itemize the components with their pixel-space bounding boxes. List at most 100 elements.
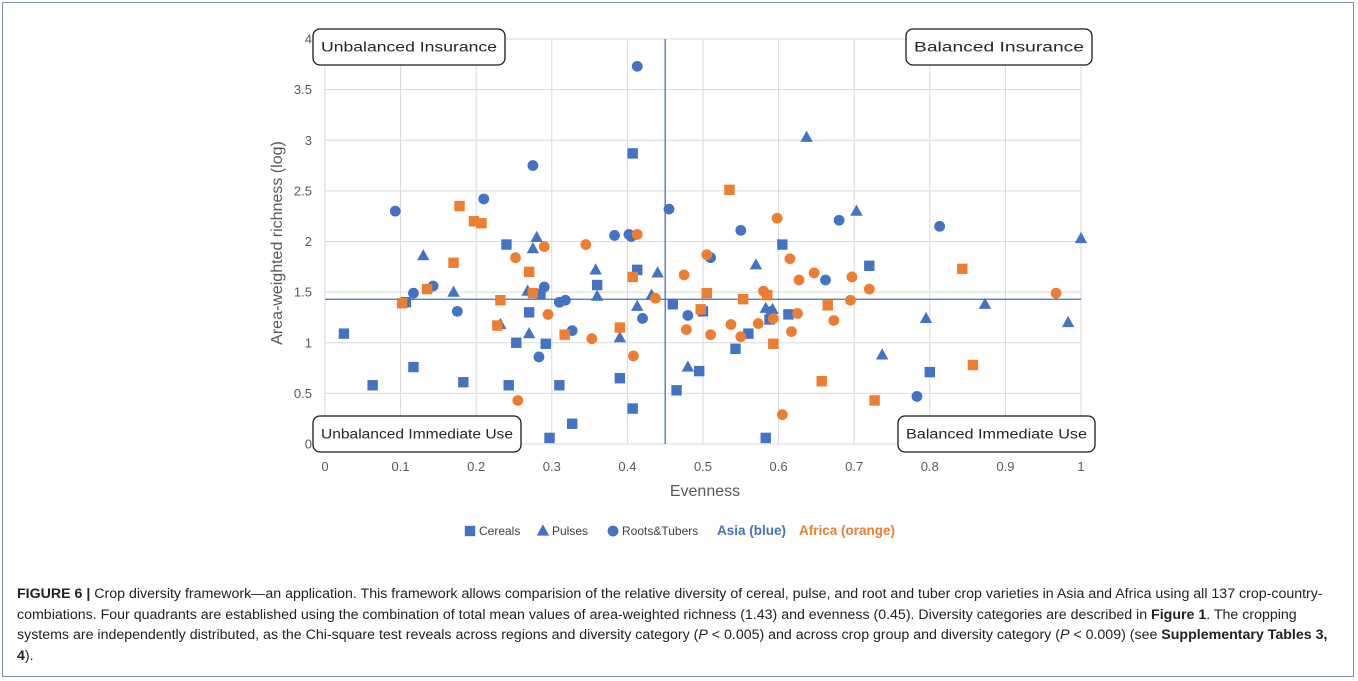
asia-roots-tubers-point (735, 224, 747, 236)
africa-roots-tubers-point (863, 283, 875, 295)
asia-cereals-point (511, 337, 522, 348)
y-tick-label: 4 (305, 32, 312, 47)
africa-roots-tubers-point (631, 229, 643, 240)
africa-roots-tubers-point (580, 239, 592, 250)
asia-cereals-point (501, 239, 512, 250)
africa-roots-tubers-point (793, 274, 805, 286)
scatter-chart: 0 0.1 0.2 0.3 0.4 0.5 0.6 0.7 0.8 0.9 1 0 0.5 1 1.5 2 2… (269, 28, 1096, 538)
asia-cereals-point (730, 343, 741, 355)
asia-cereals-point (408, 361, 419, 373)
africa-roots-tubers-point (771, 212, 783, 224)
caption-text: < 0.009) (see (1069, 627, 1162, 643)
asia-cereals-point (667, 299, 678, 310)
x-tick-labels: 0 0.1 0.2 0.3 0.4 0.5 0.6 0.7 0.8 0.9 1 (321, 459, 1084, 474)
grid-lines (324, 38, 1082, 445)
asia-cereals-point (367, 380, 378, 391)
africa-roots-tubers-point (725, 319, 737, 330)
africa-roots-tubers-point (1050, 287, 1062, 299)
africa-roots-tubers-point (538, 241, 550, 252)
x-tick-label: 0.6 (770, 459, 788, 474)
quadrant-label-box (312, 415, 522, 453)
asia-cereals-point (627, 403, 638, 414)
legend-region-label: Asia (blue) (717, 523, 786, 538)
asia-pulses-point (978, 297, 992, 309)
africa-roots-tubers-point (586, 333, 598, 345)
x-tick-label: 0.7 (845, 459, 863, 474)
asia-pulses-point (749, 258, 763, 270)
quadrant-labels: Unbalanced Insurance Balanced Insurance Un… (312, 28, 1096, 453)
asia-cereals-point (614, 372, 626, 384)
asia-roots-tubers-point (533, 351, 545, 363)
asia-cereals-point (924, 366, 935, 378)
asia-pulses-point (530, 230, 543, 243)
legend-item-pulses: Pulses (536, 524, 588, 538)
africa-cereals-point (495, 295, 506, 306)
asia-cereals-point (503, 380, 514, 391)
asia-roots-tubers-point (663, 203, 675, 215)
africa-cereals-point (421, 283, 433, 295)
quadrant-label-text: Balanced Immediate Use (906, 427, 1087, 442)
x-tick-label: 0.1 (392, 459, 410, 474)
caption-p-symbol: P (698, 627, 708, 643)
x-tick-label: 0.3 (543, 459, 561, 474)
africa-roots-tubers-point (678, 269, 690, 281)
quadrant-label-balanced-insurance: Balanced Insurance (905, 28, 1093, 66)
x-tick-label: 1 (1077, 459, 1084, 474)
legend-label: Pulses (552, 524, 588, 538)
asia-roots-tubers-point (631, 60, 643, 72)
asia-pulses-point (522, 327, 536, 339)
africa-cereals-point (454, 200, 465, 212)
asia-pulses-point (919, 311, 933, 324)
africa-cereals-point (527, 287, 539, 299)
asia-pulses-point (1061, 315, 1075, 328)
africa-roots-tubers-point (735, 331, 747, 343)
africa-roots-tubers-point (846, 271, 858, 283)
x-tick-label: 0.8 (921, 459, 939, 474)
asia-roots-tubers-point (538, 281, 550, 293)
africa-cereals-point (869, 395, 880, 406)
quadrant-label-box (905, 28, 1093, 66)
caption-supplementary-ref[interactable]: Supplementary Tables 3, 4 (17, 627, 1328, 664)
legend-item-roots-tubers: Roots&Tubers (607, 524, 698, 538)
legend-triangle-marker (536, 524, 550, 536)
africa-roots-tubers-point (767, 313, 779, 324)
asia-roots-tubers-point (682, 310, 694, 321)
asia-roots-tubers-point (478, 193, 490, 205)
africa-cereals-point (614, 322, 626, 333)
chart-area: 0 0.1 0.2 0.3 0.4 0.5 0.6 0.7 0.8 0.9 1 0 0.5 1 1.5 2 2… (3, 3, 1353, 563)
quadrant-label-unbalanced-immediate-use: Unbalanced Immediate Use (312, 415, 522, 453)
africa-roots-tubers-point (542, 309, 554, 320)
caption-figure-ref[interactable]: Figure 1 (1151, 606, 1207, 623)
africa-cereals-point (967, 359, 979, 371)
africa-cereals-point (448, 257, 459, 268)
asia-cereals-point (632, 264, 643, 276)
caption-label: FIGURE 6 | (17, 586, 91, 602)
asia-cereals-point (540, 338, 551, 349)
legend-square-marker (464, 525, 476, 537)
asia-cereals-point (338, 328, 350, 339)
asia-roots-tubers-point (934, 220, 946, 232)
africa-roots-tubers-point (510, 252, 521, 264)
quadrant-label-unbalanced-insurance: Unbalanced Insurance (312, 28, 506, 66)
asia-pulses-point (850, 204, 863, 216)
africa-cereals-point (559, 329, 570, 340)
x-tick-label: 0.9 (996, 459, 1014, 474)
y-tick-label: 3.5 (294, 82, 312, 97)
africa-cereals-point (724, 184, 735, 196)
quadrant-label-balanced-immediate-use: Balanced Immediate Use (897, 415, 1096, 453)
asia-cereals-point (783, 309, 794, 320)
legend: Cereals Pulses Roots&Tubers Asia (blue) Afri… (464, 523, 895, 538)
quadrant-label-text: Unbalanced Immediate Use (321, 427, 513, 442)
quadrant-label-text: Unbalanced Insurance (321, 40, 497, 55)
asia-cereals-point (567, 418, 578, 429)
caption-p-symbol: P (1059, 627, 1070, 643)
y-tick-label: 3 (305, 133, 312, 148)
africa-roots-tubers-point (701, 249, 713, 261)
africa-cereals-point (492, 320, 503, 331)
caption-text: ). (24, 647, 34, 664)
africa-roots-tubers-point (792, 307, 803, 319)
africa-roots-tubers-point (512, 395, 524, 406)
asia-cereals-point (535, 288, 546, 300)
africa-cereals-point (957, 263, 968, 275)
